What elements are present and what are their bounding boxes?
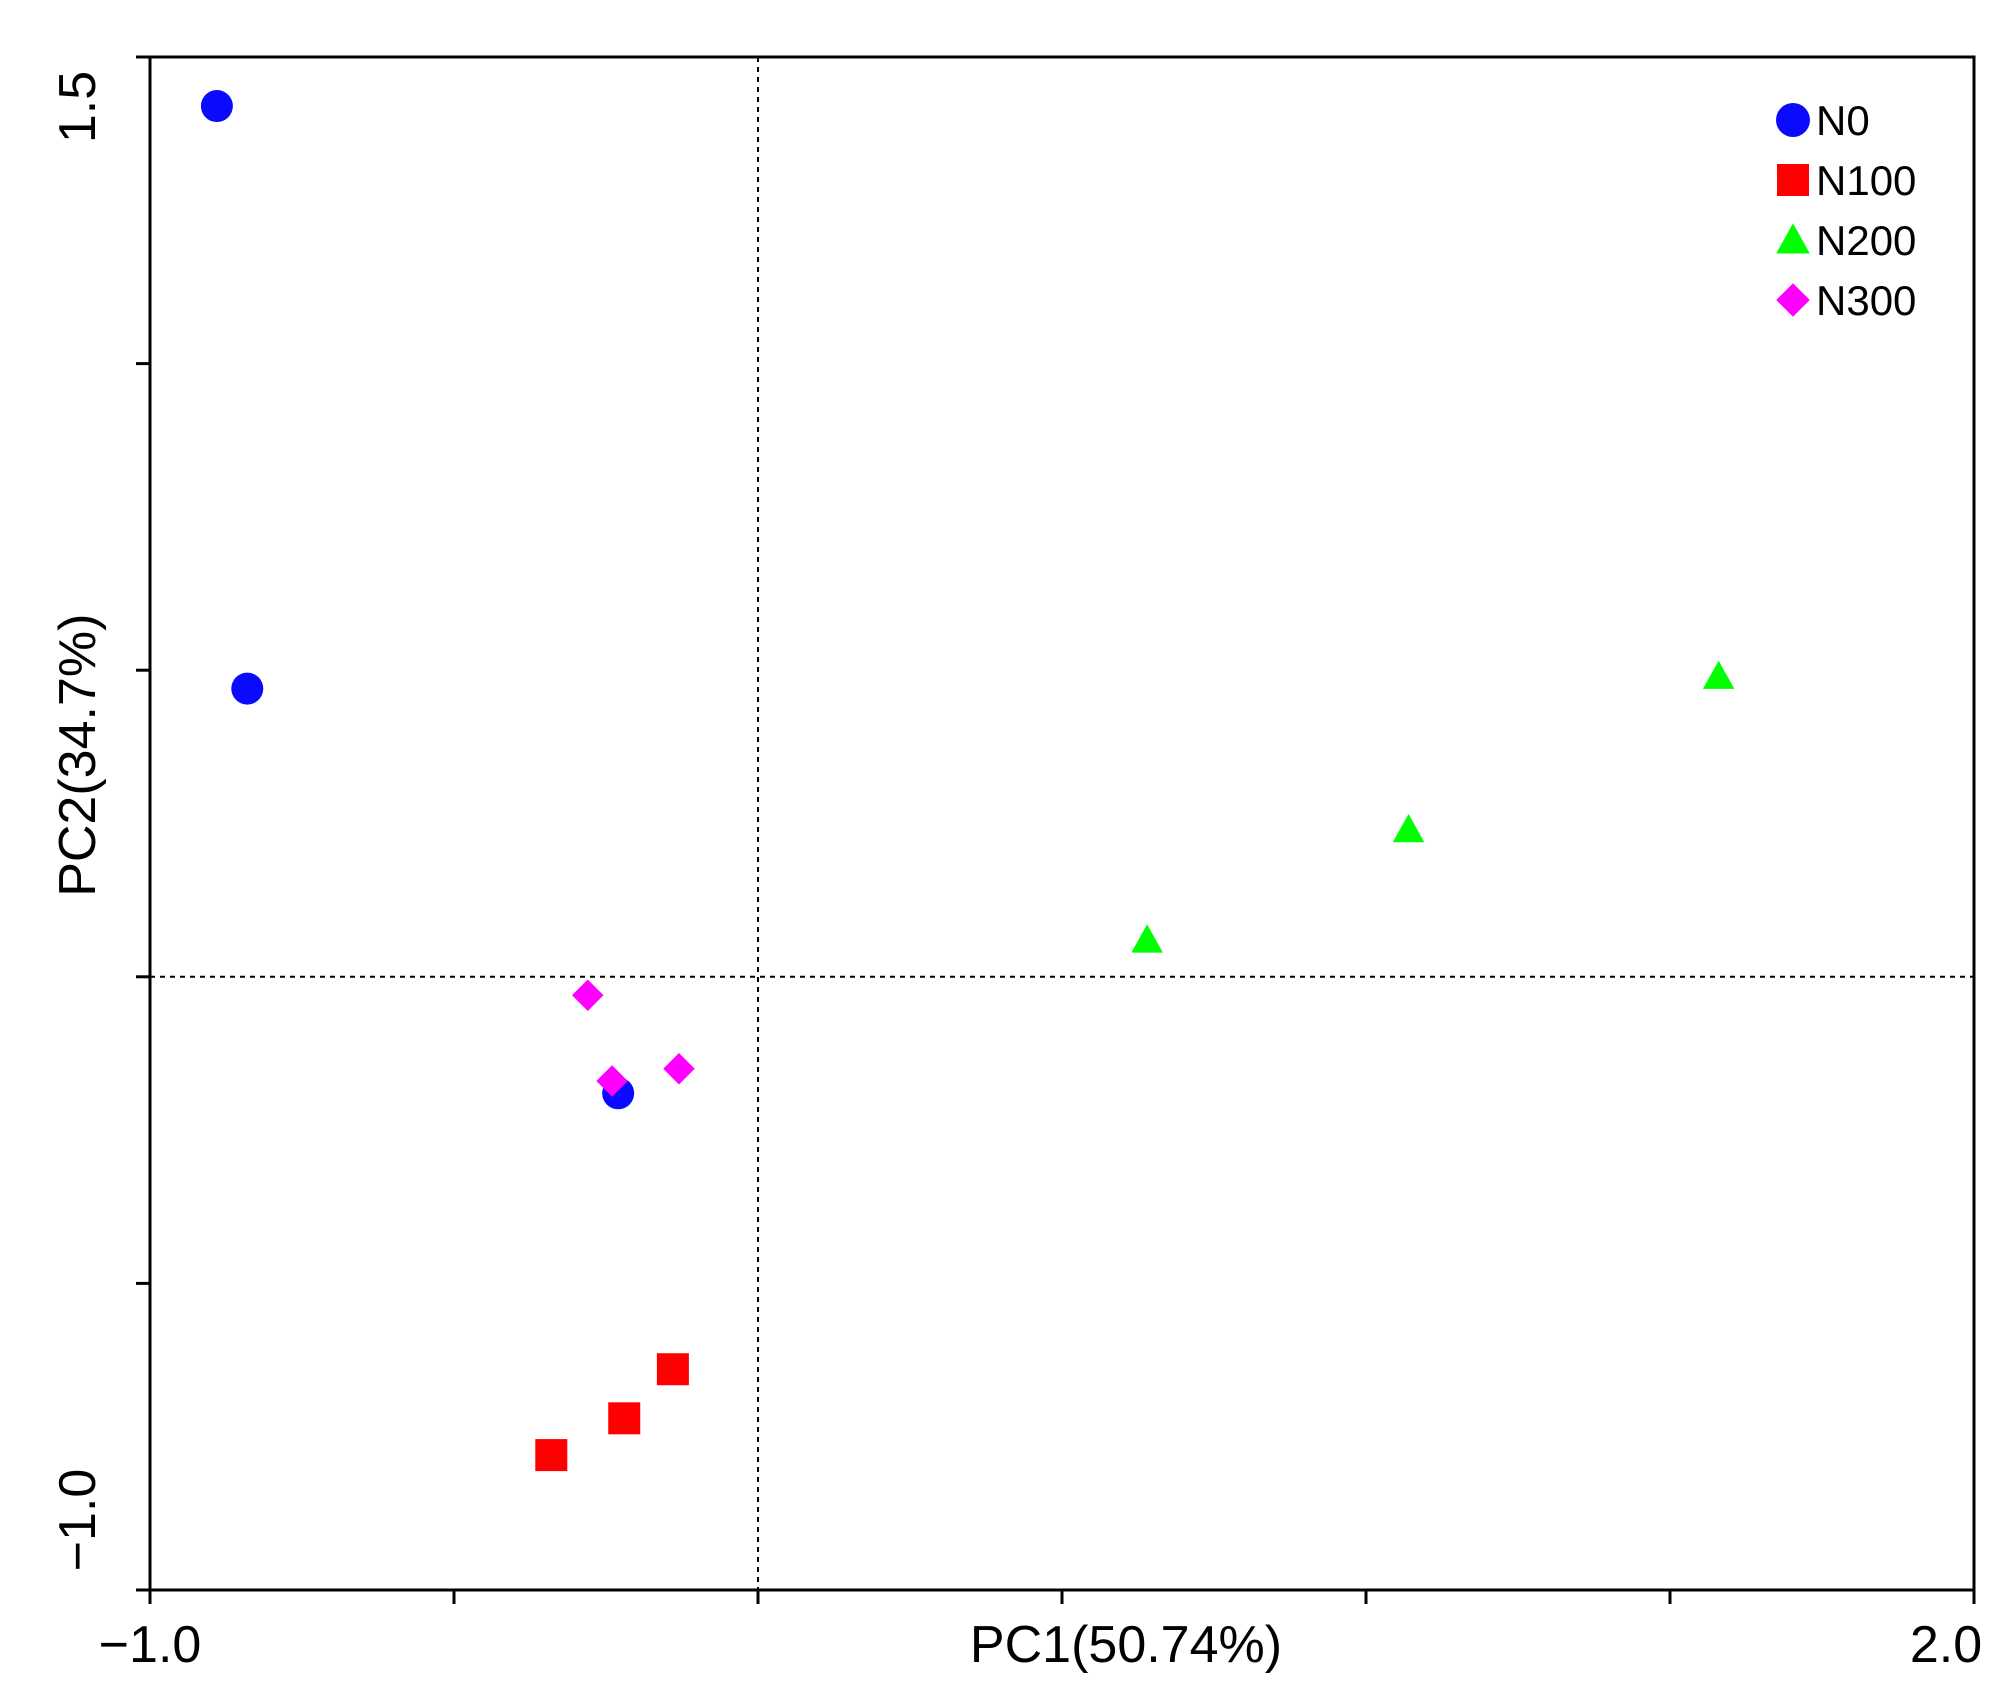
legend-label-n100: N100 <box>1816 157 1916 204</box>
y-tick-label-max: 1.5 <box>49 71 107 143</box>
legend-marker-n100 <box>1777 164 1809 196</box>
data-point-n100 <box>535 1439 568 1472</box>
x-tick-label-max: 2.0 <box>1910 1616 1982 1674</box>
x-tick-label-min: −1.0 <box>99 1616 202 1674</box>
legend-marker-n300 <box>1776 283 1810 317</box>
data-point-n0 <box>200 90 233 123</box>
data-point-n200 <box>1131 924 1163 953</box>
y-axis-title: PC2(34.7%) <box>49 614 107 897</box>
plot-frame <box>148 55 1976 1592</box>
data-point-n300 <box>596 1065 628 1097</box>
legend-label-n200: N200 <box>1816 217 1916 264</box>
legend-marker-n0 <box>1776 103 1810 137</box>
data-point-n100 <box>656 1353 689 1386</box>
data-point-n0 <box>231 672 264 705</box>
x-axis-ticks <box>148 1590 1976 1604</box>
legend-marker-n200 <box>1776 223 1810 254</box>
data-point-n300 <box>663 1053 695 1085</box>
x-axis-title: PC1(50.74%) <box>970 1616 1282 1674</box>
data-point-n200 <box>1702 660 1735 689</box>
y-tick-label-min: −1.0 <box>49 1469 107 1572</box>
legend-label-n0: N0 <box>1816 97 1870 144</box>
legend: N0 N100 N200 N300 <box>1776 97 1916 324</box>
data-point-n200 <box>1392 813 1425 843</box>
data-point-n100 <box>608 1402 641 1435</box>
data-point-n300 <box>572 979 604 1011</box>
data-points <box>200 90 1735 1472</box>
legend-label-n300: N300 <box>1816 277 1916 324</box>
y-axis-ticks <box>136 55 150 1592</box>
